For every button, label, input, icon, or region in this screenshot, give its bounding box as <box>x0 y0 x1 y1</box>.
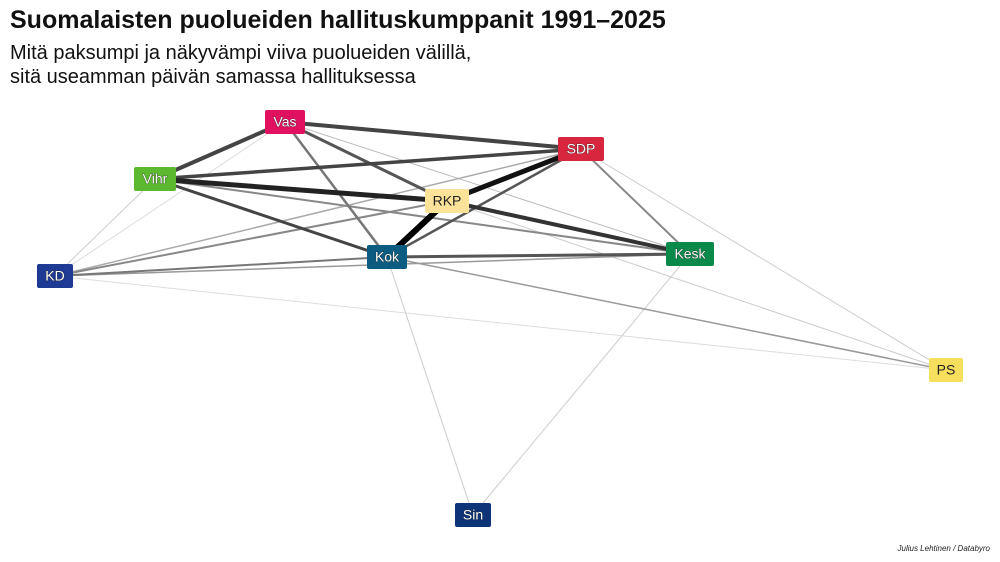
node-label: PS <box>937 362 956 378</box>
edge <box>153 177 389 259</box>
edge <box>446 200 947 371</box>
node-label: Kesk <box>674 246 706 262</box>
node-box <box>558 137 604 161</box>
node-label: Vas <box>273 114 296 130</box>
edge <box>283 120 389 259</box>
node-label: Sin <box>463 507 483 523</box>
subtitle: sitä useamman päivän samassa hallitukses… <box>10 66 417 88</box>
edge <box>54 148 582 277</box>
subtitle: Mitä paksumpi ja näkyvämpi viiva puoluei… <box>10 42 471 64</box>
edge <box>54 178 156 277</box>
edge <box>54 275 947 371</box>
edge <box>54 200 448 277</box>
credit: Julius Lehtinen / Databyro <box>897 544 991 553</box>
node-box <box>367 245 407 269</box>
node-label: SDP <box>567 141 596 157</box>
node-label: Kok <box>375 249 400 265</box>
node-box <box>666 242 714 266</box>
title: Suomalaisten puolueiden hallituskumppani… <box>10 6 666 34</box>
node-label: RKP <box>433 193 462 209</box>
edge <box>283 120 583 151</box>
nodes: Vas SDP Vihr RKP Kok Kesk KD PS Sin <box>37 110 963 527</box>
edge <box>580 148 691 255</box>
node-box <box>455 503 491 527</box>
edge <box>472 253 691 516</box>
node-label: KD <box>45 268 64 284</box>
edge <box>445 199 692 256</box>
edge <box>54 121 286 277</box>
node-box <box>37 264 73 288</box>
edge <box>580 148 947 371</box>
edge <box>154 178 691 255</box>
edge <box>385 147 583 259</box>
node-box <box>929 358 963 382</box>
node-box <box>265 110 305 134</box>
edge <box>54 256 388 277</box>
node-box <box>134 167 176 191</box>
edge <box>386 256 947 371</box>
edge <box>284 121 691 255</box>
edge <box>152 176 450 204</box>
edge <box>153 147 583 181</box>
edge <box>386 256 474 516</box>
node-box <box>425 189 469 213</box>
edge <box>153 120 287 181</box>
edge <box>283 120 449 203</box>
node-label: Vihr <box>143 171 168 187</box>
edge <box>385 252 692 259</box>
